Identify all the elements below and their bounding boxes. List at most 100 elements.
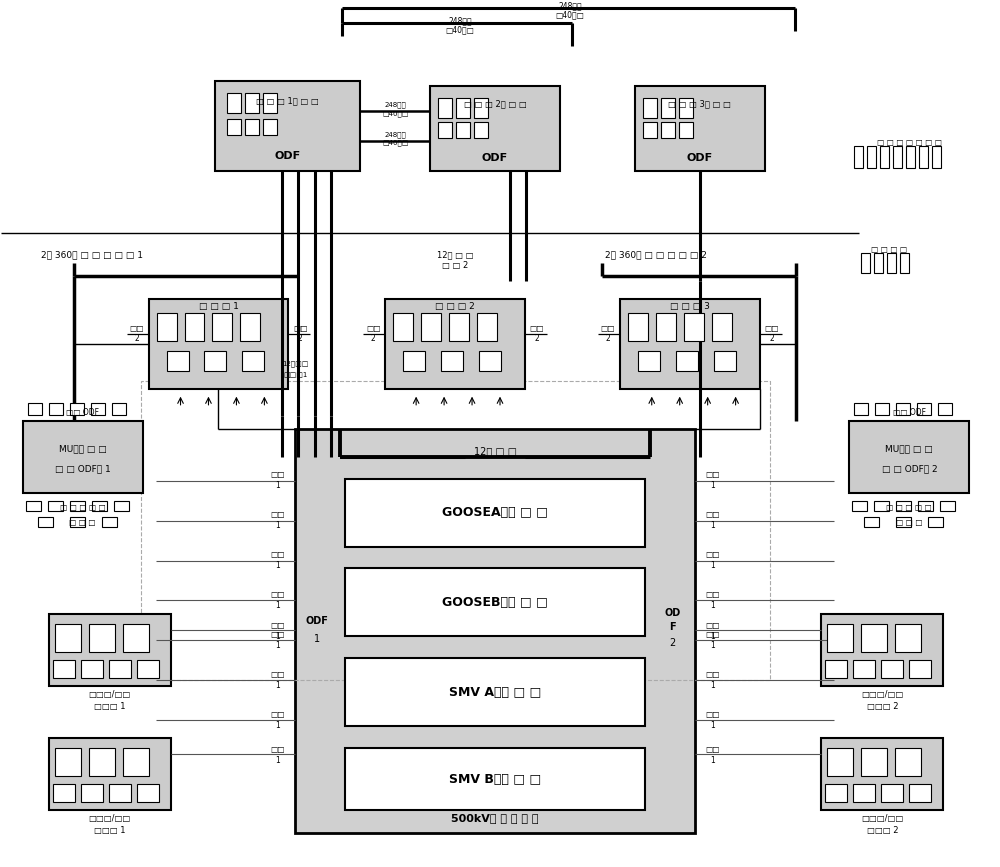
- Bar: [123, 624, 149, 652]
- Text: □□: □□: [530, 324, 544, 334]
- Bar: [53, 784, 75, 802]
- Bar: [854, 403, 868, 414]
- Text: □□: □□: [705, 590, 720, 599]
- Text: 1: 1: [275, 601, 280, 610]
- Text: 1: 1: [710, 481, 715, 490]
- Text: □□: □□: [705, 710, 720, 719]
- Bar: [900, 253, 909, 273]
- Text: □□ ODF: □□ ODF: [893, 408, 926, 417]
- Text: 1: 1: [710, 561, 715, 570]
- Text: 1: 1: [275, 561, 280, 570]
- Bar: [932, 147, 941, 168]
- Text: 2: 2: [371, 335, 376, 343]
- Text: SMV B采样 □ □: SMV B采样 □ □: [449, 772, 541, 786]
- Text: □40芯□: □40芯□: [382, 110, 408, 116]
- Bar: [676, 351, 698, 371]
- Bar: [896, 403, 910, 414]
- Bar: [456, 98, 470, 118]
- Text: □□ ODF: □□ ODF: [66, 408, 99, 417]
- Bar: [438, 98, 452, 118]
- Bar: [880, 147, 889, 168]
- Bar: [919, 147, 928, 168]
- Bar: [123, 748, 149, 776]
- Bar: [438, 122, 452, 138]
- Bar: [827, 624, 853, 652]
- Text: □□: □□: [601, 324, 615, 334]
- Bar: [49, 738, 171, 810]
- Bar: [638, 351, 660, 371]
- Bar: [227, 94, 241, 114]
- Bar: [867, 147, 876, 168]
- Bar: [874, 500, 889, 511]
- Bar: [185, 313, 204, 341]
- Text: F: F: [669, 622, 676, 632]
- Text: □ □ □ □ □: □ □ □ □ □: [60, 503, 106, 512]
- Text: □□: □□: [270, 670, 285, 679]
- Text: □□□ 2: □□□ 2: [867, 825, 898, 835]
- Text: □□: □□: [270, 710, 285, 719]
- Text: □□: □□: [705, 670, 720, 679]
- Bar: [242, 351, 264, 371]
- Text: 12芯□□: 12芯□□: [282, 361, 309, 367]
- Bar: [479, 351, 501, 371]
- Text: 1: 1: [275, 481, 280, 490]
- Bar: [81, 661, 103, 678]
- Bar: [149, 299, 288, 388]
- Bar: [852, 500, 867, 511]
- Bar: [875, 403, 889, 414]
- Text: 1: 1: [710, 601, 715, 610]
- Bar: [263, 94, 277, 114]
- Bar: [70, 500, 85, 511]
- Text: □□□/□□: □□□/□□: [861, 690, 903, 699]
- Bar: [70, 517, 85, 526]
- Text: □ □ □ □ □: □ □ □ □ □: [886, 503, 932, 512]
- Bar: [861, 624, 887, 652]
- Text: 248芯线: 248芯线: [558, 1, 582, 10]
- Bar: [89, 624, 115, 652]
- Text: □□: □□: [270, 621, 285, 630]
- Bar: [38, 517, 53, 526]
- Text: ODF: ODF: [687, 153, 713, 163]
- Bar: [474, 98, 488, 118]
- Bar: [449, 313, 469, 341]
- Text: 1: 1: [314, 634, 320, 644]
- Bar: [141, 381, 770, 681]
- Bar: [881, 661, 903, 678]
- Text: 1: 1: [710, 641, 715, 650]
- Text: □□: □□: [270, 630, 285, 639]
- Text: 2: 2: [535, 335, 539, 343]
- Text: □□: □□: [270, 590, 285, 599]
- Bar: [661, 122, 675, 138]
- Text: □□□ 2: □□□ 2: [867, 701, 898, 711]
- Bar: [861, 748, 887, 776]
- Bar: [825, 661, 847, 678]
- Text: ODF: ODF: [306, 616, 329, 626]
- Bar: [28, 403, 42, 414]
- Bar: [345, 479, 645, 546]
- Bar: [109, 661, 131, 678]
- Bar: [909, 661, 931, 678]
- Bar: [91, 403, 105, 414]
- Bar: [385, 299, 525, 388]
- Text: □40芯□: □40芯□: [555, 10, 584, 19]
- Bar: [918, 500, 933, 511]
- Bar: [714, 351, 736, 371]
- Bar: [345, 658, 645, 727]
- Text: □□□/□□: □□□/□□: [89, 813, 131, 823]
- Text: 248芯线: 248芯线: [448, 16, 472, 25]
- Text: 1: 1: [275, 521, 280, 530]
- Bar: [909, 784, 931, 802]
- Bar: [643, 98, 657, 118]
- Bar: [849, 420, 969, 492]
- Text: GOOSEB网络 □ □: GOOSEB网络 □ □: [442, 596, 548, 609]
- Text: 2: 2: [134, 335, 139, 343]
- Bar: [55, 748, 81, 776]
- Bar: [628, 313, 648, 341]
- Bar: [853, 784, 875, 802]
- Bar: [684, 313, 704, 341]
- Text: □□: □□: [270, 470, 285, 479]
- Text: □□: □□: [270, 510, 285, 519]
- Text: □□: □□: [705, 630, 720, 639]
- Text: □ □ □: □ □ □: [69, 518, 96, 527]
- Text: 1: 1: [275, 756, 280, 765]
